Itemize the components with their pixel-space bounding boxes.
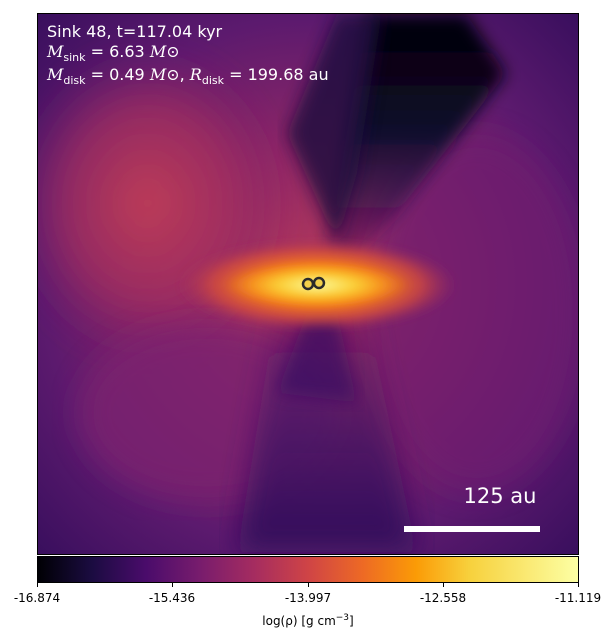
colorbar <box>37 556 579 583</box>
right-lobe <box>366 133 578 493</box>
lower-cavity-core <box>277 312 357 403</box>
density-map-image <box>38 14 578 554</box>
sink-1-marker <box>301 277 315 291</box>
colorbar-tick-label-4: -11.119 <box>554 591 602 605</box>
lower-outflow-cavity <box>237 302 417 553</box>
colorbar-tick-label-1: -15.436 <box>148 591 196 605</box>
colorbar-tick-label-2: -13.997 <box>284 591 332 605</box>
colorbar-tick-0 <box>37 583 38 587</box>
colorbar-tick-4 <box>578 583 579 587</box>
colorbar-gradient <box>38 557 578 582</box>
sink-mass-line: Msink = 6.63 M⊙ <box>47 42 180 65</box>
disk-info-line: Mdisk = 0.49 M⊙, Rdisk = 199.68 au <box>47 65 329 88</box>
colorbar-tick-2 <box>308 583 309 587</box>
upper-cavity-wall <box>287 14 382 244</box>
sink-info-title: Sink 48, t=117.04 kyr <box>47 22 223 41</box>
colorbar-axis-label: log(ρ) [g cm−3] <box>262 613 354 628</box>
scale-bar-label: 125 au <box>463 484 537 508</box>
scale-bar <box>404 526 540 532</box>
colorbar-tick-3 <box>443 583 444 587</box>
colorbar-tick-1 <box>172 583 173 587</box>
sink-2-marker <box>312 276 326 290</box>
colorbar-tick-label-3: -12.558 <box>419 591 467 605</box>
density-map-panel: Sink 48, t=117.04 kyr Msink = 6.63 M⊙ Md… <box>37 13 579 555</box>
colorbar-tick-label-0: -16.874 <box>13 591 61 605</box>
